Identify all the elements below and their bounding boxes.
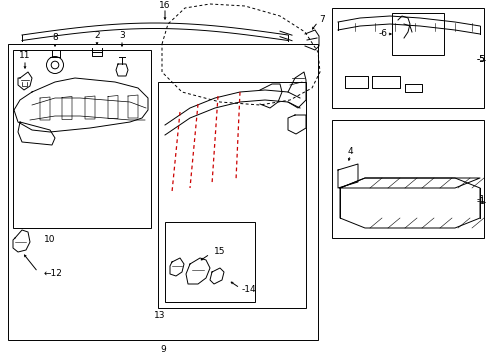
Text: 4: 4: [346, 148, 352, 157]
Text: 15: 15: [214, 248, 225, 256]
Text: -1: -1: [476, 198, 485, 207]
Text: ←12: ←12: [44, 270, 63, 279]
Text: 2: 2: [94, 31, 100, 40]
Text: 8: 8: [52, 33, 58, 42]
Bar: [391, 13, 443, 55]
Bar: [158, 82, 305, 308]
Text: -5: -5: [476, 55, 485, 64]
Text: 7: 7: [319, 14, 324, 23]
Text: 3: 3: [119, 31, 124, 40]
Bar: [13, 50, 151, 228]
Text: -6: -6: [378, 30, 387, 39]
Text: 16: 16: [159, 0, 170, 9]
Text: 9: 9: [160, 345, 165, 354]
Text: 11: 11: [19, 51, 31, 60]
Text: 13: 13: [154, 311, 165, 320]
Bar: [8, 44, 317, 340]
Bar: [164, 222, 254, 302]
Text: -5: -5: [476, 55, 485, 64]
Bar: [331, 120, 483, 238]
Text: -1: -1: [476, 195, 485, 204]
Text: 10: 10: [44, 235, 56, 244]
Text: -14: -14: [242, 285, 256, 294]
Bar: [331, 8, 483, 108]
